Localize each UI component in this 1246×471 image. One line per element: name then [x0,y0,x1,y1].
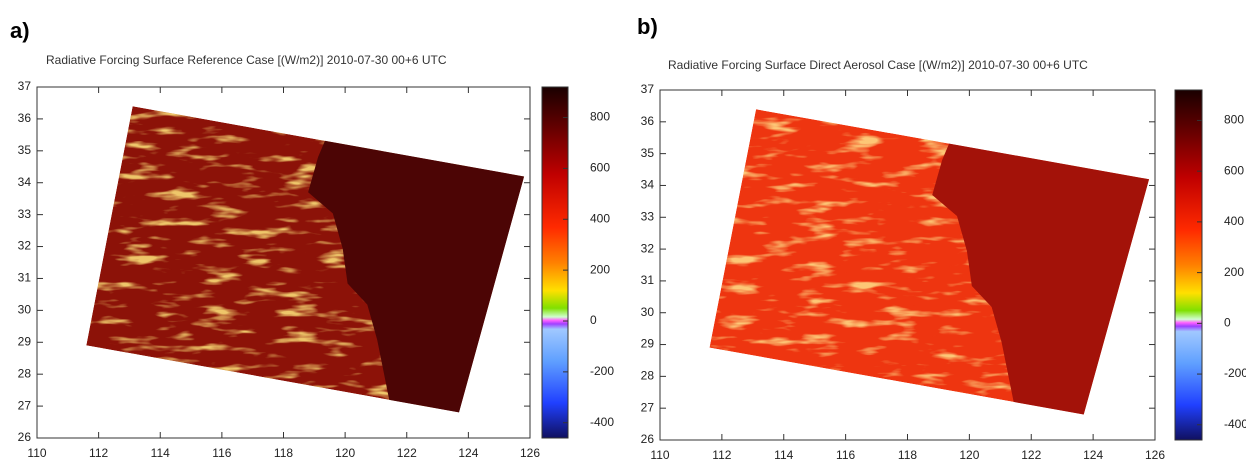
y-tick-label: 28 [18,366,32,380]
y-tick-label: 27 [641,400,655,414]
y-tick-label: 33 [641,209,655,223]
x-tick-label: 116 [836,448,855,462]
x-tick-label: 120 [959,448,979,462]
colorbar [1174,89,1203,441]
map-field [86,106,525,413]
x-tick-label: 118 [274,446,293,460]
map-field [709,109,1150,415]
y-tick-label: 30 [18,303,32,317]
x-tick-label: 122 [1021,448,1041,462]
panel-label: a) [10,18,30,43]
y-tick-label: 32 [18,239,32,253]
x-tick-label: 126 [520,446,540,460]
chart-title: Radiative Forcing Surface Direct Aerosol… [668,58,1088,72]
y-tick-label: 36 [18,111,32,125]
y-tick-label: 27 [18,398,32,412]
x-tick-label: 124 [458,446,478,460]
y-tick-label: 26 [641,432,655,446]
chart-title: Radiative Forcing Surface Reference Case… [46,53,447,67]
y-tick-label: 31 [18,271,32,285]
x-tick-label: 118 [898,448,917,462]
colorbar-tick-label: 800 [590,110,610,124]
y-tick-label: 34 [641,178,655,192]
x-tick-label: 122 [397,446,417,460]
panel-label: b) [637,14,658,39]
y-tick-label: 28 [641,369,655,383]
colorbar-tick-label: -400 [590,415,614,429]
colorbar-tick-label: -400 [1224,417,1246,431]
x-tick-label: 114 [151,446,170,460]
y-tick-label: 37 [641,82,655,96]
x-tick-label: 112 [89,446,108,460]
y-tick-label: 33 [18,207,32,221]
y-tick-label: 32 [641,241,655,255]
y-tick-label: 34 [18,175,32,189]
colorbar-tick-label: 0 [1224,316,1231,330]
x-tick-label: 110 [650,448,669,462]
colorbar-tick-label: 200 [1224,265,1244,279]
colorbar-tick-label: -200 [1224,366,1246,380]
colorbar-tick-label: 800 [1224,113,1244,127]
colorbar-tick-label: 400 [1224,214,1244,228]
y-tick-label: 31 [641,273,655,287]
x-tick-label: 124 [1083,448,1103,462]
x-tick-label: 126 [1145,448,1165,462]
x-tick-label: 116 [212,446,231,460]
colorbar-tick-label: 600 [590,161,610,175]
colorbar-tick-label: 600 [1224,163,1244,177]
colorbar-tick-label: -200 [590,364,614,378]
y-tick-label: 35 [641,146,655,160]
y-tick-label: 29 [641,337,655,351]
colorbar-tick-label: 200 [590,262,610,276]
x-tick-label: 120 [335,446,355,460]
y-tick-label: 36 [641,114,655,128]
y-tick-label: 35 [18,143,32,157]
colorbar-tick-label: 0 [590,313,597,327]
y-tick-label: 37 [18,79,32,93]
y-tick-label: 29 [18,334,32,348]
x-tick-label: 112 [712,448,731,462]
colorbar-tick-label: 400 [590,211,610,225]
y-tick-label: 26 [18,430,32,444]
x-tick-label: 110 [27,446,46,460]
colorbar [541,86,569,439]
y-tick-label: 30 [641,305,655,319]
x-tick-label: 114 [774,448,793,462]
